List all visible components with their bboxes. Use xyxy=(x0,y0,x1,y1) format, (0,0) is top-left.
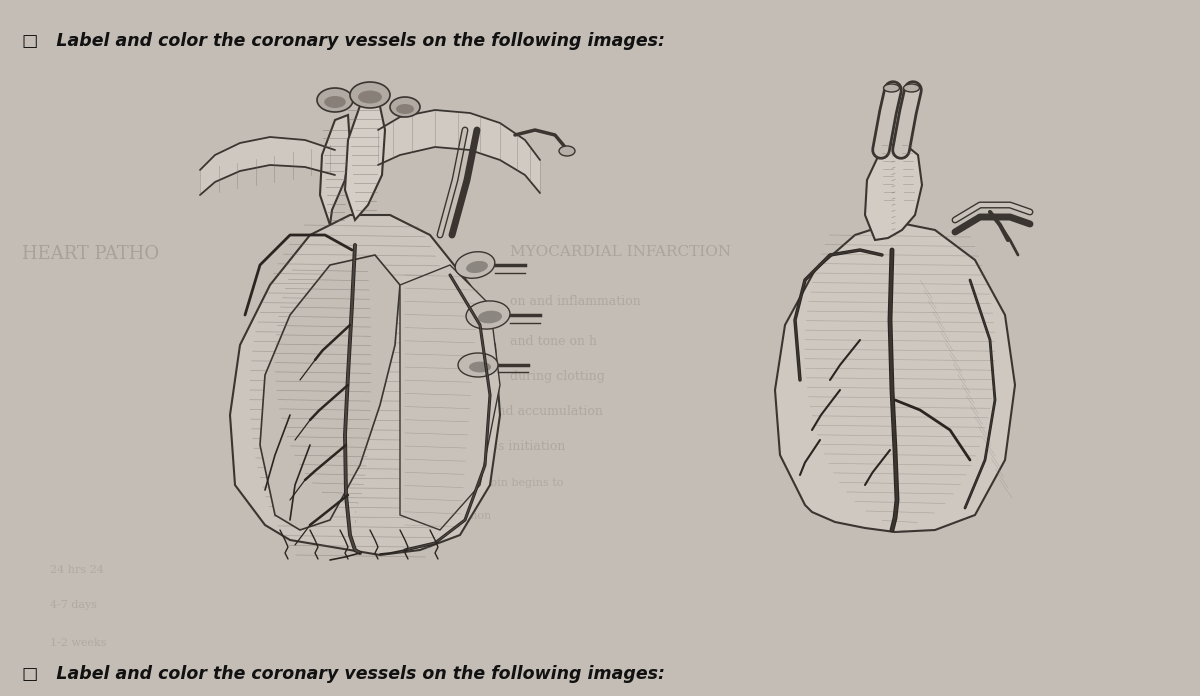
Polygon shape xyxy=(378,110,540,193)
Text: fibrin peptides (scar) forming adhesion: fibrin peptides (scar) forming adhesion xyxy=(270,510,491,521)
Polygon shape xyxy=(200,137,335,195)
Ellipse shape xyxy=(358,90,382,104)
Polygon shape xyxy=(775,222,1015,532)
Text: broken down by white blood cells, thrombin begins to: broken down by white blood cells, thromb… xyxy=(260,478,563,488)
Text: and accumulation: and accumulation xyxy=(490,405,602,418)
Ellipse shape xyxy=(390,97,420,117)
Ellipse shape xyxy=(458,353,498,377)
Polygon shape xyxy=(260,255,400,530)
Text: 4-7 days: 4-7 days xyxy=(50,600,97,610)
Ellipse shape xyxy=(466,261,488,273)
Polygon shape xyxy=(346,97,385,220)
Text: 24 hrs 24: 24 hrs 24 xyxy=(50,565,104,575)
Text: □   Label and color the coronary vessels on the following images:: □ Label and color the coronary vessels o… xyxy=(22,665,665,683)
Text: on and inflammation: on and inflammation xyxy=(510,295,641,308)
Ellipse shape xyxy=(466,301,510,329)
Text: during clotting: during clotting xyxy=(510,370,605,383)
Ellipse shape xyxy=(324,96,346,108)
Ellipse shape xyxy=(350,82,390,108)
Text: MYOCARDIAL INFARCTION: MYOCARDIAL INFARCTION xyxy=(510,245,731,259)
Ellipse shape xyxy=(396,104,414,114)
Text: HEART PATHO: HEART PATHO xyxy=(22,245,160,263)
Ellipse shape xyxy=(883,84,900,92)
Ellipse shape xyxy=(317,88,353,112)
Text: and tone on h: and tone on h xyxy=(510,335,598,348)
Text: platelet mass initiation: platelet mass initiation xyxy=(420,440,565,453)
Text: □   Label and color the coronary vessels on the following images:: □ Label and color the coronary vessels o… xyxy=(22,32,665,50)
Ellipse shape xyxy=(455,252,494,278)
Ellipse shape xyxy=(904,84,919,92)
Text: 1-2 weeks: 1-2 weeks xyxy=(50,638,107,648)
Polygon shape xyxy=(400,265,500,530)
Ellipse shape xyxy=(469,362,491,372)
Polygon shape xyxy=(230,215,500,555)
Ellipse shape xyxy=(559,146,575,156)
Polygon shape xyxy=(865,142,922,240)
Ellipse shape xyxy=(478,310,502,324)
Polygon shape xyxy=(320,115,350,225)
